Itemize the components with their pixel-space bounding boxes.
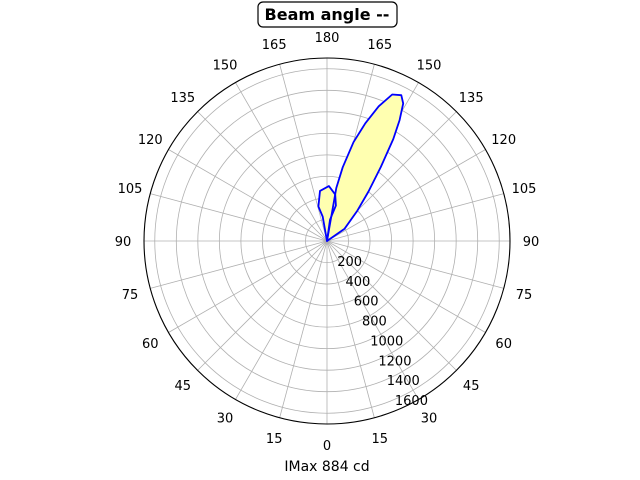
angle-tick-label: 150 [213,58,238,73]
angular-gridline [326,240,419,400]
series-1-fill [318,186,336,241]
angle-tick-label: 45 [463,379,480,394]
angle-tick-label: 30 [421,412,438,427]
radial-gridline [262,176,392,306]
angular-gridline [279,64,328,242]
radial-tick-label: 600 [354,295,379,310]
angle-tick-label: 90 [115,235,132,250]
angle-tick-label: 180 [315,31,340,46]
angle-tick-label: 15 [372,432,389,447]
title-frame [257,1,398,28]
series-0-fill [327,94,404,241]
radial-tick-label: 200 [337,255,362,270]
radial-tick-labels: 200 400 600 800 1000 1200 1400 1600 [337,255,428,409]
angle-tick-label: 30 [217,412,234,427]
angular-gridline [150,240,328,289]
radial-tick-label: 800 [362,315,387,330]
angle-tick-label: 150 [417,58,442,73]
radial-tick-label: 1000 [370,335,403,350]
angular-gridline [168,240,328,333]
angle-tick-label: 0 [323,439,331,454]
angular-gridline [168,149,328,242]
x-axis-label: IMax 884 cd [284,459,369,475]
angular-gridline [326,240,457,371]
radial-gridline [175,89,479,393]
angle-tick-label: 60 [142,337,159,352]
angle-tick-label: 165 [367,38,392,53]
angular-gridline [197,111,328,242]
angle-tick-label: 135 [459,91,484,106]
angle-tick-label: 120 [138,133,163,148]
angular-gridline [197,240,328,371]
angle-tick-label: 75 [516,288,533,303]
radial-gridline [218,132,436,350]
angular-gridline [326,193,504,242]
series-layer [317,93,405,242]
angular-gridline [326,240,486,333]
radial-tick-label: 1600 [395,394,428,409]
radial-gridline [197,111,457,371]
chart-title: Beam angle -- [265,5,390,24]
angle-tick-label: 15 [266,432,283,447]
angle-tick-label: 60 [495,337,512,352]
angle-tick-label: 165 [262,38,287,53]
angle-tick-label: 120 [491,133,516,148]
plot-frame [143,57,511,425]
angle-tick-labels: 180 1651501351201059075604530150153045607… [115,31,540,454]
angular-gridline [235,82,328,242]
radial-gridline [240,154,414,328]
angular-gridline [326,240,504,289]
radial-tick-label: 400 [346,275,371,290]
angle-tick-label: 75 [122,288,139,303]
radial-tick-label: 1200 [378,354,411,369]
angle-tick-label: 90 [523,235,540,250]
title-box: Beam angle -- [257,1,398,28]
angular-gridline [150,193,328,242]
series-0-line [326,93,405,242]
angular-gridline [235,240,328,400]
angular-gridline [326,240,375,418]
angular-gridline [279,240,328,418]
series-1-line [317,185,337,242]
angular-gridline [326,149,486,242]
radial-gridline [154,68,500,414]
angle-tick-label: 105 [118,182,143,197]
angle-tick-label: 105 [512,182,537,197]
radial-tick-label: 1400 [387,374,420,389]
angle-tick-label: 135 [170,91,195,106]
angle-tick-label: 45 [175,379,192,394]
